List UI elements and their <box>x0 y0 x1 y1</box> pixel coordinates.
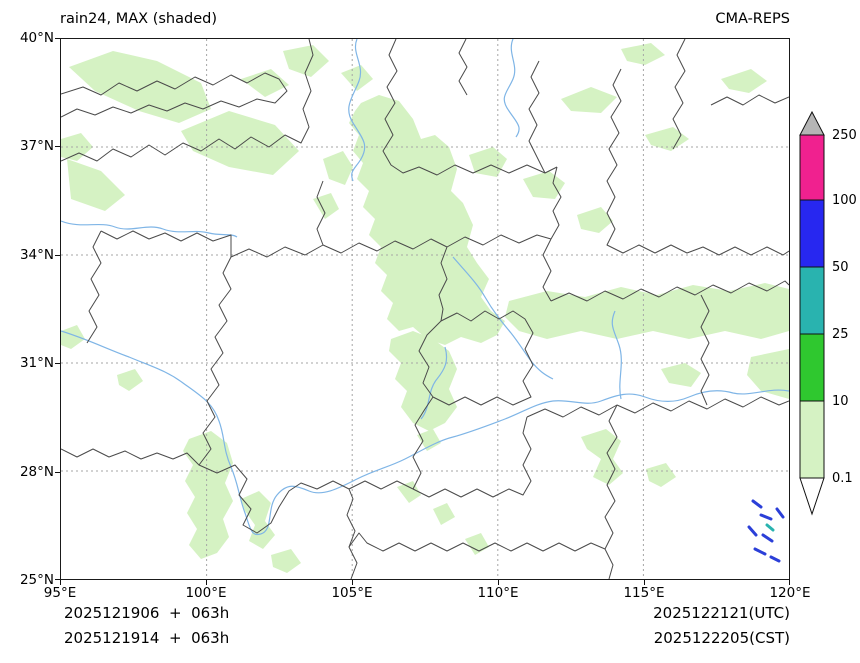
init-time-run2: 2025121914 + 063h <box>64 629 230 647</box>
valid-time-cst: 2025122205(CST) <box>653 629 790 647</box>
lon-tick-label: 115°E <box>623 585 665 601</box>
lon-tick-label: 110°E <box>477 585 519 601</box>
colorbar-segment-50-100 <box>799 199 825 268</box>
lon-tick-label: 120°E <box>769 585 811 601</box>
colorbar-tick-label: 50 <box>832 260 849 275</box>
colorbar-over-arrow <box>799 110 825 136</box>
colorbar <box>799 110 825 516</box>
province-boundaries <box>61 39 789 579</box>
y-tick-mark <box>55 38 60 39</box>
plot-title: rain24, MAX (shaded) <box>60 11 217 27</box>
x-tick-mark <box>789 580 790 585</box>
lat-tick-label: 34°N <box>19 247 54 263</box>
lat-tick-label: 37°N <box>19 138 54 154</box>
lon-tick-label: 100°E <box>185 585 227 601</box>
colorbar-tick-label: 250 <box>832 128 857 143</box>
x-tick-mark <box>644 580 645 585</box>
rivers <box>61 39 789 536</box>
precip-shading <box>61 43 789 573</box>
lon-tick-label: 95°E <box>43 585 77 601</box>
x-tick-mark <box>352 580 353 585</box>
heavy-rain-specks <box>747 499 785 563</box>
y-tick-mark <box>55 255 60 256</box>
x-tick-mark <box>60 580 61 585</box>
x-tick-mark <box>498 580 499 585</box>
model-label: CMA-REPS <box>715 11 790 27</box>
colorbar-tick-label: 25 <box>832 327 849 342</box>
map-frame <box>60 38 790 580</box>
lat-tick-label: 28°N <box>19 464 54 480</box>
y-tick-mark <box>55 579 60 580</box>
colorbar-segment-25-50 <box>799 266 825 335</box>
init-time-run1: 2025121906 + 063h <box>64 604 230 622</box>
colorbar-tick-label: 0.1 <box>832 471 853 486</box>
map-canvas <box>61 39 789 579</box>
colorbar-segment-0.1-10 <box>799 400 825 479</box>
lat-tick-label: 31°N <box>19 355 54 371</box>
y-tick-mark <box>55 472 60 473</box>
grid-lines <box>61 39 789 579</box>
y-tick-mark <box>55 363 60 364</box>
lat-tick-label: 40°N <box>19 30 54 46</box>
valid-time-utc: 2025122121(UTC) <box>653 604 790 622</box>
x-tick-mark <box>206 580 207 585</box>
colorbar-tick-label: 100 <box>832 193 857 208</box>
lat-tick-label: 25°N <box>19 572 54 588</box>
colorbar-tick-label: 10 <box>832 394 849 409</box>
colorbar-segment-100-250 <box>799 134 825 201</box>
lon-tick-label: 105°E <box>331 585 373 601</box>
colorbar-under-arrow <box>799 477 825 516</box>
y-tick-mark <box>55 146 60 147</box>
colorbar-segment-10-25 <box>799 333 825 402</box>
